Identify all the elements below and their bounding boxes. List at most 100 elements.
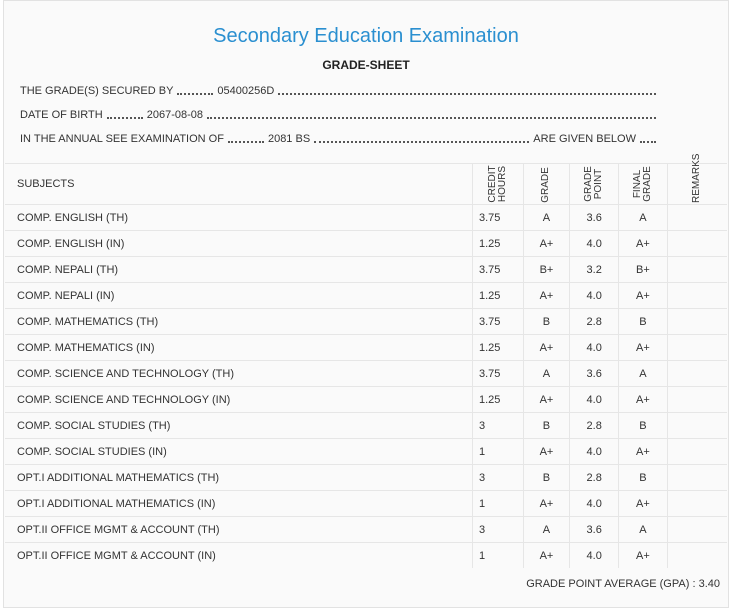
cell: A+ bbox=[618, 542, 668, 568]
remarks-cell bbox=[666, 464, 727, 491]
leader bbox=[640, 141, 656, 143]
cell: A+ bbox=[618, 282, 668, 309]
table-row: OPT.I ADDITIONAL MATHEMATICS (IN) 1 A+ 4.0 A… bbox=[5, 490, 727, 517]
info-label: DATE OF BIRTH bbox=[20, 109, 103, 121]
cell: 1.25 bbox=[471, 230, 524, 257]
cell: 3.6 bbox=[569, 204, 619, 231]
table-row: OPT.I ADDITIONAL MATHEMATICS (TH) 3 B 2.8 B bbox=[5, 464, 727, 491]
remarks-cell bbox=[666, 438, 727, 465]
table-row: COMP. ENGLISH (TH) 3.75 A 3.6 A bbox=[5, 204, 727, 231]
column-header: SUBJECTS bbox=[5, 163, 473, 205]
cell: A+ bbox=[522, 490, 570, 517]
cell: OPT.II OFFICE MGMT & ACCOUNT (IN) bbox=[5, 542, 473, 568]
table-row: COMP. NEPALI (IN) 1.25 A+ 4.0 A+ bbox=[5, 282, 727, 309]
cell: 3 bbox=[471, 464, 524, 491]
remarks-cell bbox=[666, 360, 727, 387]
cell: 3.75 bbox=[471, 308, 524, 335]
remarks-cell bbox=[666, 230, 727, 257]
leader bbox=[314, 141, 530, 143]
cell: COMP. SCIENCE AND TECHNOLOGY (TH) bbox=[5, 360, 473, 387]
table-row: COMP. SCIENCE AND TECHNOLOGY (TH) 3.75 A 3.… bbox=[5, 360, 727, 387]
leader bbox=[177, 93, 214, 95]
info-line: IN THE ANNUAL SEE EXAMINATION OF 2081 BS A… bbox=[20, 133, 660, 145]
cell: B bbox=[522, 412, 570, 439]
cell: A+ bbox=[618, 334, 668, 361]
gpa: GRADE POINT AVERAGE (GPA) : 3.40 bbox=[526, 578, 720, 590]
remarks-cell bbox=[666, 334, 727, 361]
cell: B bbox=[522, 308, 570, 335]
table-row: COMP. SCIENCE AND TECHNOLOGY (IN) 1.25 A+ 4… bbox=[5, 386, 727, 413]
column-header: GRADE POINT bbox=[569, 163, 619, 205]
leader bbox=[207, 117, 656, 119]
info-value: 2081 BS bbox=[267, 133, 311, 145]
subtitle: GRADE-SHEET bbox=[322, 58, 410, 72]
cell: 2.8 bbox=[569, 308, 619, 335]
cell: COMP. NEPALI (IN) bbox=[5, 282, 473, 309]
info-suffix: ARE GIVEN BELOW bbox=[533, 133, 636, 145]
cell: 1.25 bbox=[471, 386, 524, 413]
cell: A bbox=[618, 516, 668, 543]
cell: COMP. SOCIAL STUDIES (TH) bbox=[5, 412, 473, 439]
column-header: FINAL GRADE bbox=[618, 163, 668, 205]
cell: 3.75 bbox=[471, 256, 524, 283]
info-label: THE GRADE(S) SECURED BY bbox=[20, 85, 174, 97]
cell: A+ bbox=[522, 386, 570, 413]
column-label: FINAL GRADE bbox=[631, 166, 653, 202]
gpa-label: GRADE POINT AVERAGE (GPA) : bbox=[526, 578, 696, 590]
cell: COMP. SOCIAL STUDIES (IN) bbox=[5, 438, 473, 465]
header-row: SUBJECTS CREDIT HOURS GRADE GRADE POINT FINA… bbox=[5, 153, 727, 205]
cell: COMP. ENGLISH (TH) bbox=[5, 204, 473, 231]
column-label: GRADE bbox=[540, 167, 552, 203]
leader bbox=[106, 117, 143, 119]
cell: OPT.I ADDITIONAL MATHEMATICS (TH) bbox=[5, 464, 473, 491]
cell: OPT.II OFFICE MGMT & ACCOUNT (TH) bbox=[5, 516, 473, 543]
info-value: 05400256D bbox=[217, 85, 275, 97]
cell: 4.0 bbox=[569, 334, 619, 361]
remarks-cell bbox=[666, 516, 727, 543]
table-row: OPT.II OFFICE MGMT & ACCOUNT (IN) 1 A+ 4.0 A… bbox=[5, 542, 727, 568]
cell: A bbox=[522, 516, 570, 543]
cell: 4.0 bbox=[569, 386, 619, 413]
leader bbox=[227, 141, 264, 143]
cell: COMP. SCIENCE AND TECHNOLOGY (IN) bbox=[5, 386, 473, 413]
cell: 1.25 bbox=[471, 282, 524, 309]
remarks-cell bbox=[666, 542, 727, 568]
cell: 2.8 bbox=[569, 412, 619, 439]
remarks-cell bbox=[666, 490, 727, 517]
cell: 3.6 bbox=[569, 516, 619, 543]
cell: B bbox=[618, 464, 668, 491]
column-header: GRADE bbox=[522, 163, 570, 205]
table-row: COMP. ENGLISH (IN) 1.25 A+ 4.0 A+ bbox=[5, 230, 727, 257]
cell: A+ bbox=[618, 386, 668, 413]
cell: 3.75 bbox=[471, 360, 524, 387]
cell: 1.25 bbox=[471, 334, 524, 361]
cell: 4.0 bbox=[569, 490, 619, 517]
table-row: COMP. NEPALI (TH) 3.75 B+ 3.2 B+ bbox=[5, 256, 727, 283]
column-label: REMARKS bbox=[691, 153, 703, 203]
cell: A+ bbox=[522, 230, 570, 257]
cell: B bbox=[618, 308, 668, 335]
grades-table: SUBJECTS CREDIT HOURS GRADE GRADE POINT FINA… bbox=[5, 153, 727, 568]
cell: 1 bbox=[471, 438, 524, 465]
cell: 3.6 bbox=[569, 360, 619, 387]
column-header: CREDIT HOURS bbox=[471, 163, 524, 205]
table-row: COMP. SOCIAL STUDIES (TH) 3 B 2.8 B bbox=[5, 412, 727, 439]
cell: B bbox=[618, 412, 668, 439]
cell: A bbox=[522, 204, 570, 231]
cell: A+ bbox=[618, 438, 668, 465]
remarks-cell bbox=[666, 386, 727, 413]
cell: 1 bbox=[471, 542, 524, 568]
cell: A+ bbox=[522, 282, 570, 309]
cell: A+ bbox=[522, 334, 570, 361]
cell: B+ bbox=[522, 256, 570, 283]
info-value: 2067-08-08 bbox=[146, 109, 203, 121]
info-line: THE GRADE(S) SECURED BY 05400256D bbox=[20, 85, 660, 97]
cell: A bbox=[618, 204, 668, 231]
cell: B+ bbox=[618, 256, 668, 283]
table-row: COMP. SOCIAL STUDIES (IN) 1 A+ 4.0 A+ bbox=[5, 438, 727, 465]
cell: 4.0 bbox=[569, 542, 619, 568]
cell: A+ bbox=[618, 490, 668, 517]
cell: A bbox=[618, 360, 668, 387]
cell: 3.2 bbox=[569, 256, 619, 283]
